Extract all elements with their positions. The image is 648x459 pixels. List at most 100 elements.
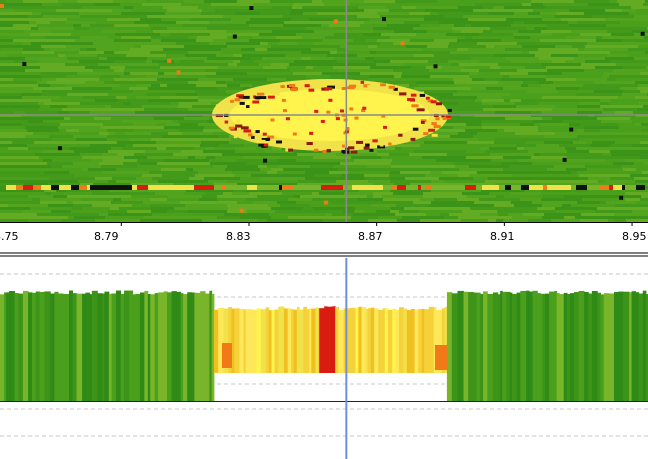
heatmap-cell <box>505 117 542 120</box>
heatmap-cell <box>641 129 648 132</box>
heatmap-cell <box>482 36 514 39</box>
heatmap-cell <box>451 63 459 66</box>
heatmap-cell <box>640 156 648 159</box>
heatmap-cell <box>246 189 280 192</box>
heatmap-cell <box>131 102 170 105</box>
heatmap-cell <box>151 36 188 39</box>
heatmap-cell <box>634 147 648 150</box>
heatmap-cell <box>634 135 648 138</box>
heatmap-cell <box>438 207 470 210</box>
heatmap-cell <box>523 213 544 216</box>
heatmap-cell <box>538 102 579 105</box>
heatmap-cell <box>357 162 391 165</box>
level-bars-panel[interactable] <box>0 258 648 459</box>
heatmap-cell <box>296 204 310 207</box>
heatmap-cell <box>339 6 345 9</box>
heatmap-cell <box>107 129 134 132</box>
level-bar <box>14 293 19 401</box>
heatmap-cell <box>176 93 197 96</box>
heatmap-cell <box>148 99 158 102</box>
hot-speck <box>445 115 452 119</box>
level-bar <box>85 292 90 401</box>
heatmap-cell <box>198 6 231 9</box>
heatmap-cell <box>493 51 521 54</box>
heatmap-cell <box>334 33 363 36</box>
heatmap-cell <box>67 201 73 204</box>
heatmap-cell <box>249 39 280 42</box>
heatmap-cell <box>557 90 594 93</box>
heatmap-cell <box>499 207 537 210</box>
heatmap-cell <box>30 162 47 165</box>
heatmap-cell <box>465 36 472 39</box>
heatmap-cell <box>340 177 365 180</box>
heatmap-cell <box>390 60 428 63</box>
heatmap-cell <box>298 45 340 48</box>
heatmap-cell <box>384 144 420 147</box>
heatmap-cell <box>478 138 495 141</box>
heatmap-cell <box>96 48 130 51</box>
heatmap-cell <box>0 96 22 99</box>
heatmap-cell <box>579 51 610 54</box>
heatmap-cell <box>292 6 302 9</box>
heatmap-cell <box>206 156 215 159</box>
heatmap-cell <box>0 75 41 78</box>
level-bar <box>35 291 40 401</box>
spectrogram-heatmap[interactable] <box>0 0 648 222</box>
level-bar <box>635 292 640 401</box>
heatmap-cell <box>197 93 231 96</box>
heatmap-cell <box>536 138 542 141</box>
heatmap-cell <box>184 117 209 120</box>
heatmap-cell <box>23 0 58 3</box>
noise-speck <box>433 64 438 69</box>
hot-speck <box>291 88 298 92</box>
heatmap-cell <box>205 192 223 195</box>
heatmap-cell <box>582 192 625 195</box>
heatmap-cell <box>504 129 538 132</box>
heatmap-cell <box>133 90 151 93</box>
heatmap-cell <box>240 216 271 219</box>
heatmap-cell <box>168 132 182 135</box>
heatmap-cell <box>189 177 204 180</box>
heatmap-cell <box>494 141 526 144</box>
heatmap-cell <box>386 6 402 9</box>
streak-cell <box>352 185 363 190</box>
heatmap-cell <box>615 111 633 114</box>
level-bar <box>194 292 201 401</box>
heatmap-cell <box>397 219 420 222</box>
noise-speck <box>382 17 387 22</box>
panel-divider[interactable] <box>0 252 648 258</box>
level-bars-canvas[interactable] <box>0 258 648 459</box>
heatmap-cell <box>147 57 171 60</box>
heatmap-cell <box>291 18 309 21</box>
heatmap-cell <box>0 201 40 204</box>
hot-speck <box>322 150 327 154</box>
heatmap-cell <box>0 153 35 156</box>
streak-cell <box>194 185 201 190</box>
streak-cell <box>476 185 482 190</box>
heatmap-cell <box>446 33 479 36</box>
heatmap-cell <box>66 189 109 192</box>
heatmap-cell <box>479 69 517 72</box>
heatmap-cell <box>541 192 582 195</box>
level-bar <box>361 307 367 373</box>
heatmap-canvas[interactable] <box>0 0 648 222</box>
heatmap-cell <box>626 219 648 222</box>
heatmap-cell <box>51 165 62 168</box>
heatmap-cell <box>522 3 531 6</box>
hot-speck <box>333 142 338 146</box>
heatmap-cell <box>25 57 67 60</box>
heatmap-cell <box>584 96 618 99</box>
heatmap-cell <box>250 18 291 21</box>
heatmap-cell <box>224 189 233 192</box>
heatmap-cell <box>318 15 357 18</box>
hot-speck <box>219 103 227 107</box>
heatmap-cell <box>260 9 291 12</box>
hot-speck <box>215 104 221 108</box>
streak-cell <box>490 185 494 190</box>
heatmap-cell <box>367 165 374 168</box>
heatmap-cell <box>444 216 458 219</box>
heatmap-cell <box>634 18 648 21</box>
heatmap-cell <box>85 171 103 174</box>
heatmap-cell <box>204 177 240 180</box>
heatmap-cell <box>531 0 574 3</box>
